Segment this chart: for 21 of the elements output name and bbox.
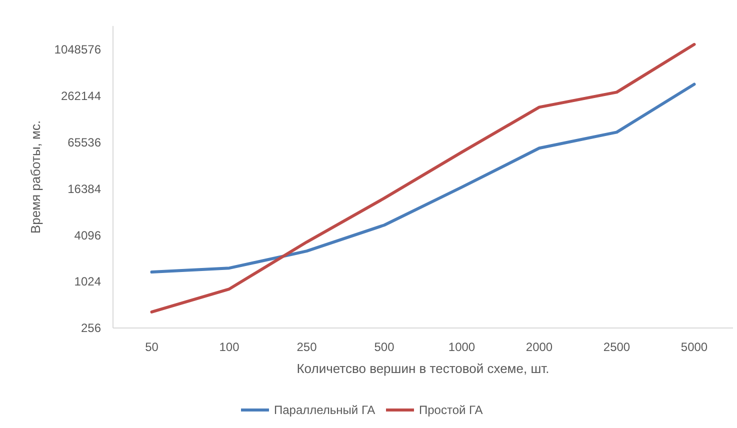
y-tick-label: 262144 xyxy=(60,88,102,103)
y-tick-label: 1048576 xyxy=(54,42,102,56)
x-tick-label: 2000 xyxy=(526,340,553,354)
line-series xyxy=(150,82,696,274)
x-tick-label: 100 xyxy=(219,340,240,354)
x-tick-label: 2500 xyxy=(603,340,630,354)
y-tick-label: 65536 xyxy=(68,135,102,150)
x-tick-label: 1000 xyxy=(448,340,476,354)
legend-label: Параллельный ГА xyxy=(274,403,376,418)
y-tick-label: 1024 xyxy=(74,274,102,289)
y-tick-label: 256 xyxy=(80,321,102,336)
x-tick-label: 5000 xyxy=(680,340,708,354)
x-axis-title: Количетсво вершин в тестовой схеме, шт. xyxy=(296,361,550,376)
x-tick-label: 250 xyxy=(296,340,318,354)
legend-label: Простой ГА xyxy=(419,403,483,418)
line-series xyxy=(150,42,696,314)
x-tick-label: 50 xyxy=(145,340,159,354)
x-tick-label: 500 xyxy=(374,340,395,354)
y-tick-label: 16384 xyxy=(68,182,102,196)
y-tick-label: 4096 xyxy=(74,228,102,242)
y-axis-title: Время работы, мс. xyxy=(28,120,43,234)
